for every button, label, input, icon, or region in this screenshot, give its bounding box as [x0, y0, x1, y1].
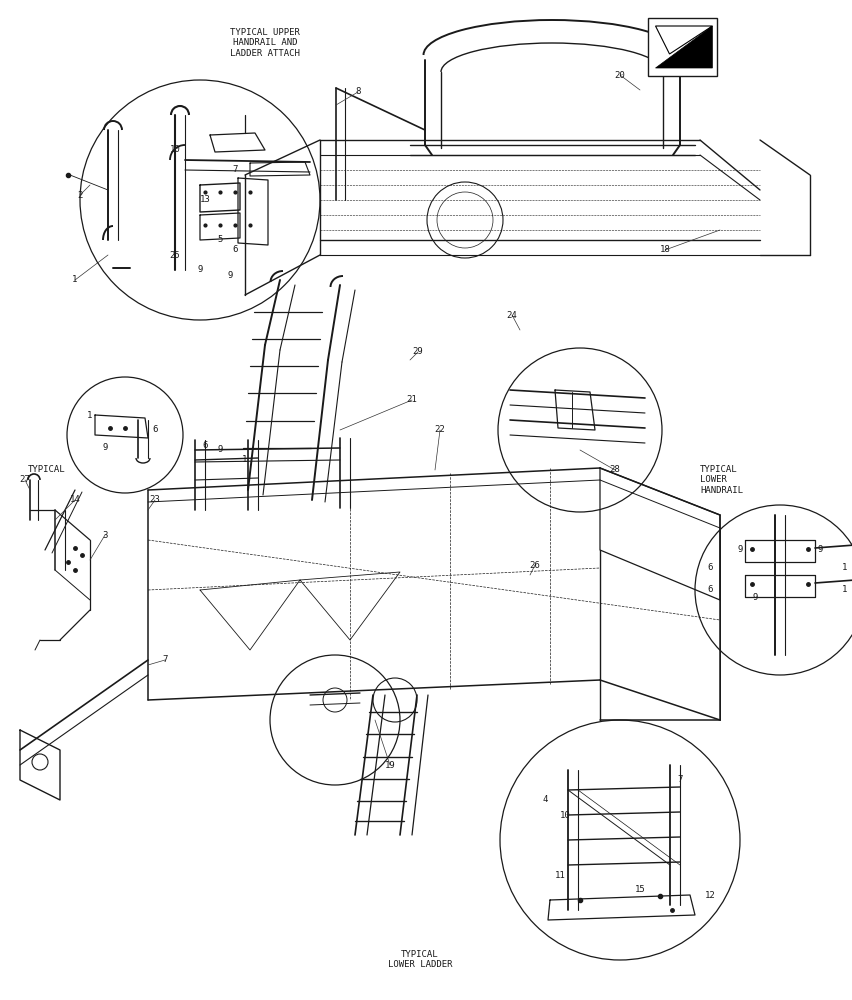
- Text: 24: 24: [507, 310, 517, 320]
- Text: TYPICAL: TYPICAL: [28, 465, 66, 474]
- Text: 5: 5: [217, 235, 222, 244]
- Text: 15: 15: [635, 886, 645, 894]
- Text: 9: 9: [817, 546, 823, 554]
- Bar: [648, 18, 717, 76]
- Text: 8: 8: [355, 88, 360, 97]
- Text: 20: 20: [614, 70, 625, 80]
- Text: 25: 25: [170, 250, 181, 259]
- Text: 1: 1: [843, 564, 848, 572]
- Text: 9: 9: [102, 444, 107, 452]
- Text: 6: 6: [233, 245, 238, 254]
- Text: 9: 9: [198, 265, 203, 274]
- Text: 1: 1: [87, 410, 93, 420]
- Text: 6: 6: [707, 564, 712, 572]
- Polygon shape: [655, 26, 712, 68]
- Text: 21: 21: [406, 395, 417, 404]
- Text: 10: 10: [170, 145, 181, 154]
- Text: 7: 7: [677, 776, 682, 784]
- Text: 13: 13: [199, 196, 210, 205]
- Text: 6: 6: [202, 440, 208, 450]
- Text: 22: 22: [435, 426, 446, 434]
- Text: 7: 7: [163, 656, 168, 664]
- Text: 28: 28: [610, 466, 620, 475]
- Text: 14: 14: [70, 495, 80, 504]
- Text: 23: 23: [150, 495, 160, 504]
- Text: 26: 26: [530, 560, 540, 570]
- Text: TYPICAL UPPER
HANDRAIL AND
LADDER ATTACH: TYPICAL UPPER HANDRAIL AND LADDER ATTACH: [230, 28, 300, 58]
- Text: 12: 12: [705, 890, 716, 900]
- Text: 6: 6: [707, 585, 712, 594]
- Text: 18: 18: [659, 245, 671, 254]
- Text: 9: 9: [737, 546, 743, 554]
- Text: 10: 10: [560, 810, 570, 820]
- Text: 9: 9: [752, 593, 757, 602]
- Text: 4: 4: [543, 796, 548, 804]
- Text: 11: 11: [555, 870, 566, 880]
- Text: 9: 9: [227, 270, 233, 279]
- Text: 2: 2: [78, 190, 83, 200]
- Text: 9: 9: [217, 446, 222, 454]
- Text: 6: 6: [153, 426, 158, 434]
- Text: 1: 1: [242, 456, 248, 464]
- Text: 29: 29: [412, 348, 423, 357]
- Text: TYPICAL
LOWER
HANDRAIL: TYPICAL LOWER HANDRAIL: [700, 465, 743, 495]
- Text: 1: 1: [843, 585, 848, 594]
- Text: TYPICAL
LOWER LADDER: TYPICAL LOWER LADDER: [388, 950, 452, 969]
- Text: 7: 7: [233, 165, 238, 174]
- Text: 1: 1: [72, 275, 78, 284]
- Text: 19: 19: [384, 760, 395, 770]
- Text: 27: 27: [20, 476, 31, 485]
- Text: 3: 3: [102, 530, 107, 540]
